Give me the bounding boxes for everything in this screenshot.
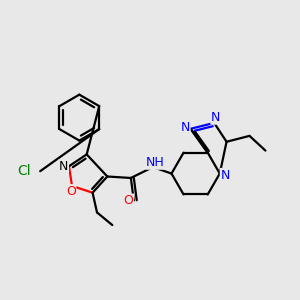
Text: O: O <box>124 194 134 207</box>
Text: N: N <box>181 121 190 134</box>
Text: O: O <box>66 185 76 198</box>
Text: NH: NH <box>146 156 165 169</box>
Text: Cl: Cl <box>17 164 31 178</box>
Text: N: N <box>211 111 220 124</box>
Text: N: N <box>220 169 230 182</box>
Text: N: N <box>59 160 68 173</box>
